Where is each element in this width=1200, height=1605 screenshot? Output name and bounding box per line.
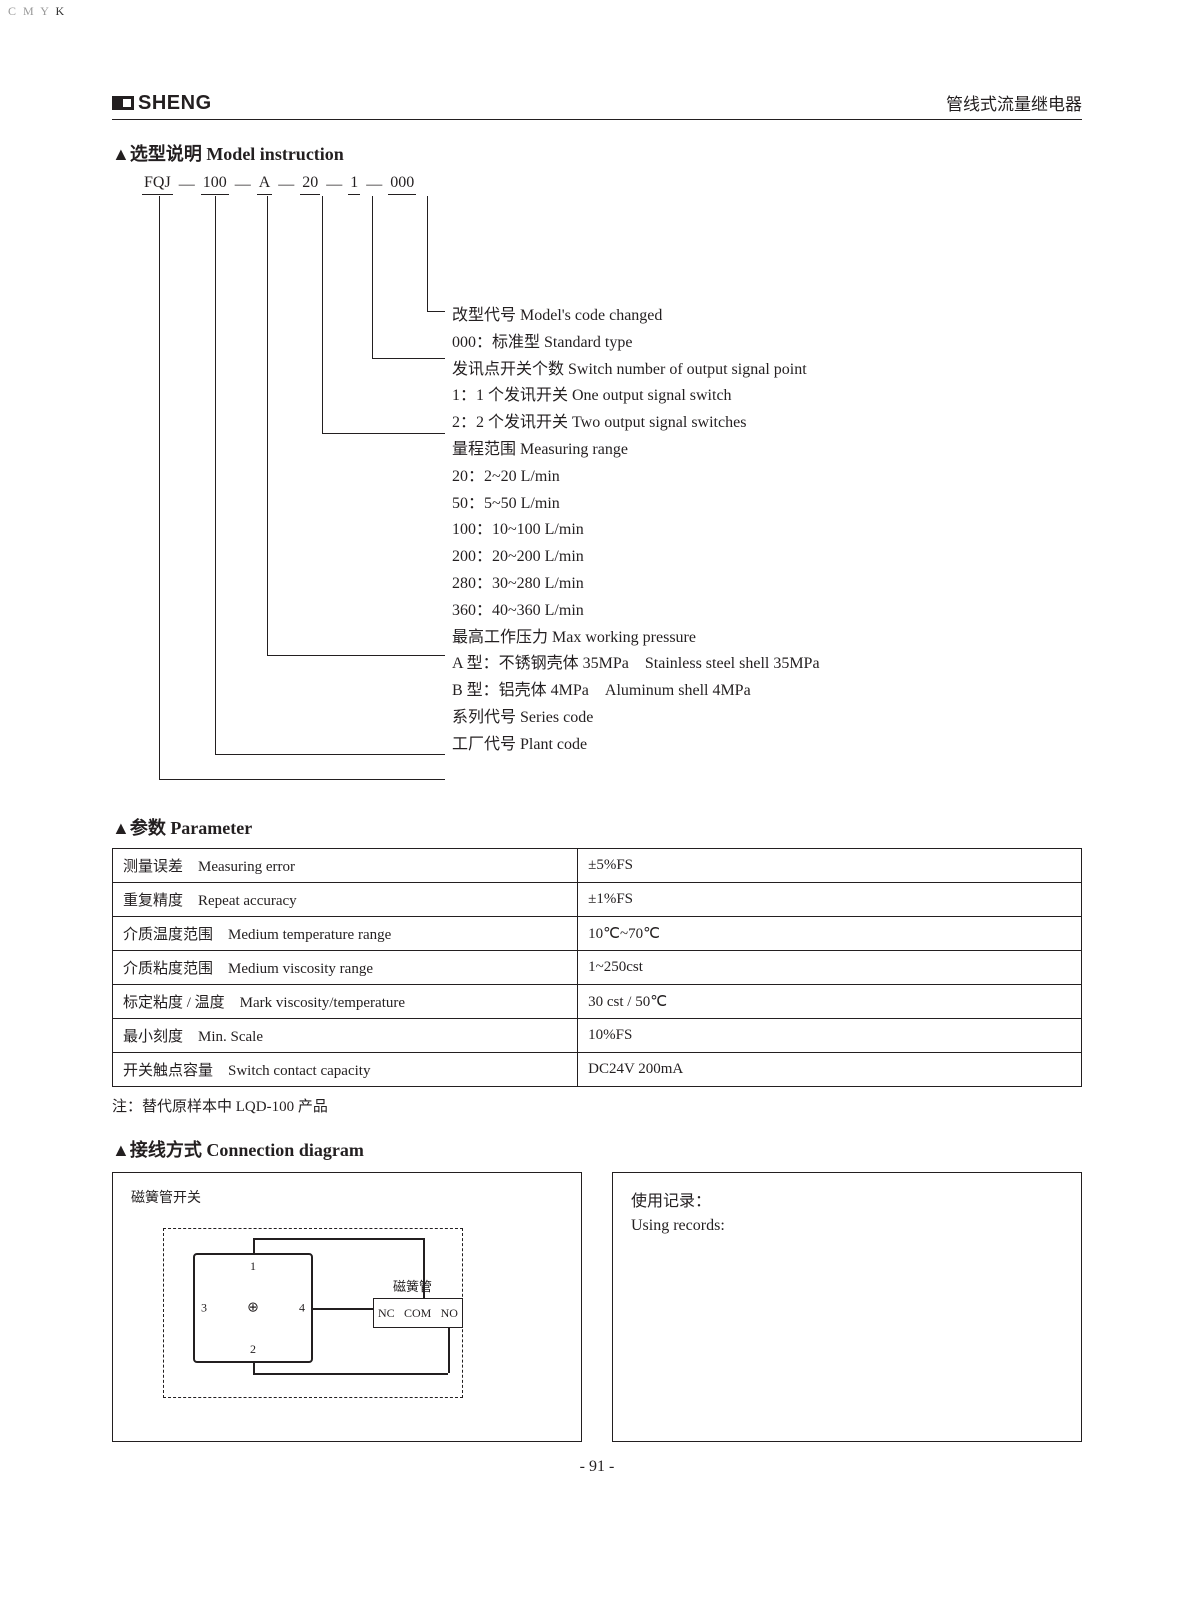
code-000: 000 <box>388 174 416 195</box>
desc-Ac: B 型：铝壳体 4MPa Aluminum shell 4MPa <box>452 679 1072 704</box>
conn-section-title: ▲接线方式 Connection diagram <box>112 1136 1082 1162</box>
desc-000a: 改型代号 Model's code changed <box>452 304 1072 329</box>
page-number: - 91 - <box>112 1458 1082 1476</box>
param-section-title: ▲参数 Parameter <box>112 814 1082 840</box>
code-20: 20 <box>300 174 320 195</box>
desc-20g: 360：40~360 L/min <box>452 599 1072 624</box>
using-records-cn: 使用记录： <box>631 1187 1063 1211</box>
connection-diagram-box: 磁簧管开关 1 2 3 4 ⊕ NC <box>112 1172 582 1442</box>
table-row: 重复精度 Repeat accuracy±1%FS <box>113 883 1082 917</box>
desc-1c: 2：2 个发讯开关 Two output signal switches <box>452 411 1072 436</box>
brand-text: SHENG <box>138 92 212 115</box>
page-body: SHENG 管线式流量继电器 ▲选型说明 Model instruction F… <box>112 90 1082 1476</box>
parameter-table: 测量误差 Measuring error±5%FS 重复精度 Repeat ac… <box>112 848 1082 1087</box>
terminal-block: NC COM NO <box>373 1298 463 1328</box>
table-row: 标定粘度 / 温度 Mark viscosity/temperature30 c… <box>113 985 1082 1019</box>
desc-Ab: A 型：不锈钢壳体 35MPa Stainless steel shell 35… <box>452 652 1072 677</box>
model-code-row: FQJ — 100 — A — 20 — 1 — 000 <box>142 174 416 195</box>
model-diagram: FQJ — 100 — A — 20 — 1 — 000 改型代号 Model'… <box>112 174 1082 794</box>
using-records-en: Using records: <box>631 1217 1063 1235</box>
code-a: A <box>257 174 273 195</box>
brand-logo: SHENG <box>112 92 212 115</box>
desc-20a: 量程范围 Measuring range <box>452 438 1072 463</box>
desc-20f: 280：30~280 L/min <box>452 572 1072 597</box>
param-note: 注：替代原样本中 LQD-100 产品 <box>112 1095 1082 1116</box>
desc-1a: 发讯点开关个数 Switch number of output signal p… <box>452 358 1072 383</box>
logo-icon <box>112 96 134 110</box>
table-row: 介质温度范围 Medium temperature range10℃~70℃ <box>113 917 1082 951</box>
table-row: 开关触点容量 Switch contact capacityDC24V 200m… <box>113 1053 1082 1087</box>
model-descriptions: 改型代号 Model's code changed 000：标准型 Standa… <box>452 304 1072 760</box>
connection-row: 磁簧管开关 1 2 3 4 ⊕ NC <box>112 1172 1082 1442</box>
desc-20d: 100：10~100 L/min <box>452 518 1072 543</box>
table-row: 介质粘度范围 Medium viscosity range1~250cst <box>113 951 1082 985</box>
connector-block: 1 2 3 4 ⊕ <box>193 1253 313 1363</box>
header-title: 管线式流量继电器 <box>946 90 1082 115</box>
reed-label: 磁簧管 <box>393 1276 432 1295</box>
desc-fqj: 工厂代号 Plant code <box>452 733 1072 758</box>
cmyk-label: C M Y K <box>8 4 66 19</box>
code-1: 1 <box>348 174 360 195</box>
desc-20b: 20：2~20 L/min <box>452 465 1072 490</box>
table-row: 最小刻度 Min. Scale10%FS <box>113 1019 1082 1053</box>
desc-1b: 1：1 个发讯开关 One output signal switch <box>452 384 1072 409</box>
desc-Aa: 最高工作压力 Max working pressure <box>452 626 1072 651</box>
reed-diagram: 1 2 3 4 ⊕ NC COM NO 磁簧管 <box>163 1228 523 1408</box>
code-fqj: FQJ <box>142 174 173 195</box>
desc-20c: 50：5~50 L/min <box>452 492 1072 517</box>
page-header: SHENG 管线式流量继电器 <box>112 90 1082 120</box>
reed-switch-label: 磁簧管开关 <box>131 1187 563 1207</box>
desc-20e: 200：20~200 L/min <box>452 545 1072 570</box>
desc-000b: 000：标准型 Standard type <box>452 331 1072 356</box>
using-records-box: 使用记录： Using records: <box>612 1172 1082 1442</box>
table-row: 测量误差 Measuring error±5%FS <box>113 849 1082 883</box>
desc-100: 系列代号 Series code <box>452 706 1072 731</box>
model-section-title: ▲选型说明 Model instruction <box>112 140 1082 166</box>
code-100: 100 <box>201 174 229 195</box>
